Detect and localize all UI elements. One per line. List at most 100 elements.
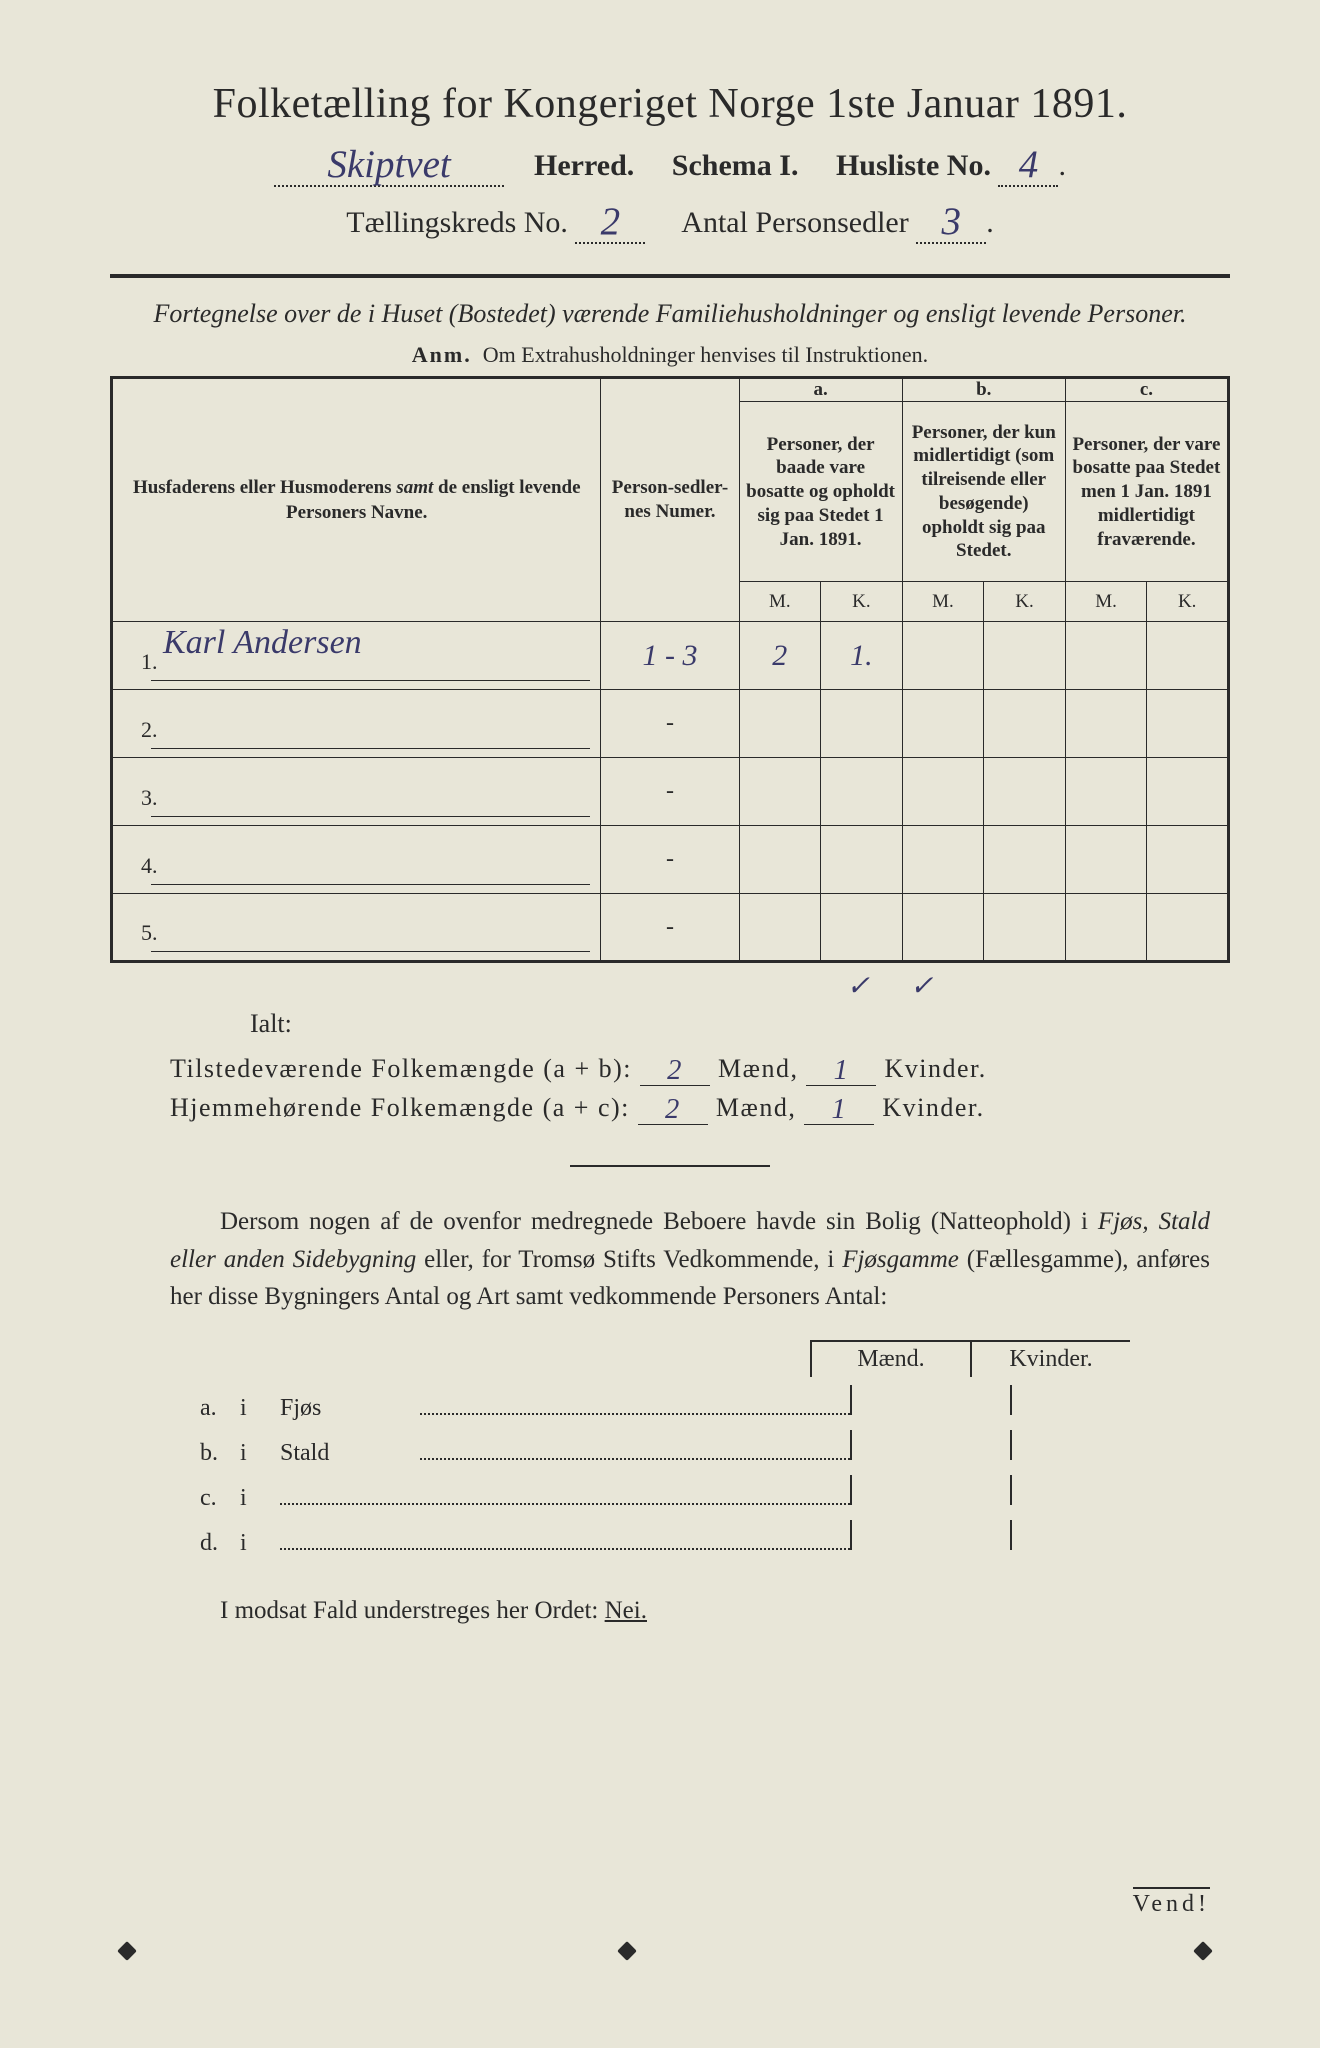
- sum2-k: 1: [831, 1094, 847, 1125]
- ialt-label: Ialt:: [250, 1009, 1230, 1039]
- anm-text: Om Extrahusholdninger henvises til Instr…: [483, 342, 928, 367]
- name-value: Karl Andersen: [163, 624, 362, 679]
- th-a-text: Personer, der baade vare bosatte og opho…: [739, 402, 902, 582]
- table-row: 5. -: [112, 894, 1229, 962]
- kreds-label: Tællingskreds No.: [346, 206, 568, 239]
- row-number: 4.: [127, 853, 158, 885]
- divider: [110, 274, 1230, 278]
- husliste-field: 4: [998, 140, 1058, 187]
- table-row: 2. -: [112, 690, 1229, 758]
- cell-b-m: [902, 622, 984, 690]
- header-line-2: Tællingskreds No. 2 Antal Personsedler 3…: [110, 197, 1230, 244]
- building-row: b. i Stald: [200, 1430, 1230, 1467]
- th-name-p1: Husfaderens eller Husmoderens: [133, 477, 396, 498]
- checkmarks: ✓✓: [110, 969, 1230, 993]
- personsedler-value: 3: [941, 200, 961, 243]
- personsedler-label: Antal Personsedler: [681, 206, 908, 239]
- cell-a-m: 2: [772, 639, 787, 672]
- b-col-m: [850, 1430, 1010, 1460]
- th-b-label: b.: [902, 378, 1065, 402]
- th-b-k: K.: [984, 582, 1066, 622]
- herred-value: Skiptvet: [327, 143, 450, 186]
- name-underline: [151, 884, 590, 885]
- sum1-k: 1: [834, 1055, 850, 1086]
- b-letter: c.: [200, 1485, 240, 1512]
- cell-c-m: [1065, 622, 1147, 690]
- b-i: i: [240, 1530, 280, 1557]
- cell-a-k: 1.: [850, 639, 873, 672]
- b-letter: a.: [200, 1395, 240, 1422]
- th-a-m: M.: [739, 582, 821, 622]
- b-i: i: [240, 1440, 280, 1467]
- b-dots: [420, 1441, 850, 1460]
- b-col-m: [850, 1520, 1010, 1550]
- th-c-text: Personer, der vare bosatte paa Stedet me…: [1065, 402, 1228, 582]
- table-row: 4. -: [112, 826, 1229, 894]
- cell-num: -: [666, 846, 674, 872]
- cell-num: -: [666, 778, 674, 804]
- maend-header: Mænd.: [810, 1340, 970, 1377]
- husliste-value: 4: [1019, 143, 1039, 186]
- name-underline: [151, 680, 590, 681]
- nei-line: I modsat Fald understreges her Ordet: Ne…: [220, 1597, 1230, 1625]
- sum2-m: 2: [665, 1094, 681, 1125]
- cell-b-k: [984, 622, 1066, 690]
- divider-thin: [570, 1165, 770, 1167]
- kreds-field: 2: [575, 197, 645, 244]
- b-i: i: [240, 1395, 280, 1422]
- sum1-m: 2: [667, 1055, 683, 1086]
- husliste-label: Husliste No.: [836, 149, 991, 182]
- anm-line: Anm. Om Extrahusholdninger henvises til …: [110, 342, 1230, 368]
- sum1-label: Tilstedeværende Folkemængde (a + b):: [170, 1054, 632, 1083]
- b-dots: [420, 1396, 850, 1415]
- sum2-mlabel: Mænd,: [716, 1093, 796, 1122]
- th-a-k: K.: [821, 582, 903, 622]
- cell-num: 1 - 3: [642, 639, 697, 672]
- th-c-label: c.: [1065, 378, 1228, 402]
- punch-mark: [117, 1941, 137, 1961]
- summary-line-1: Tilstedeværende Folkemængde (a + b): 2 M…: [170, 1053, 1230, 1086]
- header-line-1: Skiptvet Herred. Schema I. Husliste No. …: [110, 140, 1230, 187]
- table-row: 1. Karl Andersen 1 - 3 2 1.: [112, 622, 1229, 690]
- b-label: Stald: [280, 1440, 420, 1467]
- herred-field: Skiptvet: [274, 140, 504, 187]
- building-row: a. i Fjøs: [200, 1385, 1230, 1422]
- building-row: c. i: [200, 1475, 1230, 1512]
- b-dots: [280, 1486, 850, 1505]
- sum1-klabel: Kvinder.: [884, 1054, 986, 1083]
- para-i2: Fjøsgamme: [842, 1246, 959, 1273]
- description: Fortegnelse over de i Huset (Bostedet) v…: [110, 296, 1230, 332]
- para-p1: Dersom nogen af de ovenfor medregnede Be…: [220, 1208, 1098, 1235]
- nei-word: Nei.: [605, 1597, 647, 1624]
- b-col-k: [1010, 1475, 1170, 1505]
- name-underline: [151, 748, 590, 749]
- th-c-k: K.: [1147, 582, 1229, 622]
- b-col-m: [850, 1475, 1010, 1505]
- name-underline: [151, 951, 590, 952]
- sum1-mlabel: Mænd,: [718, 1054, 798, 1083]
- herred-label: Herred.: [534, 149, 634, 182]
- anm-label: Anm.: [412, 342, 472, 367]
- b-col-k: [1010, 1385, 1170, 1415]
- th-b-text: Personer, der kun midlertidigt (som tilr…: [902, 402, 1065, 582]
- name-underline: [151, 816, 590, 817]
- b-label: Fjøs: [280, 1395, 420, 1422]
- row-number: 1.: [127, 649, 158, 681]
- th-name: Husfaderens eller Husmoderens samt de en…: [112, 378, 601, 622]
- census-table: Husfaderens eller Husmoderens samt de en…: [110, 376, 1230, 963]
- b-letter: d.: [200, 1530, 240, 1557]
- punch-mark: [617, 1941, 637, 1961]
- row-number: 5.: [127, 920, 158, 952]
- th-name-samt: samt: [396, 477, 433, 498]
- mk-header: Mænd. Kvinder.: [810, 1340, 1230, 1377]
- b-dots: [280, 1531, 850, 1550]
- sum2-label: Hjemmehørende Folkemængde (a + c):: [170, 1093, 630, 1122]
- building-row: d. i: [200, 1520, 1230, 1557]
- punch-mark: [1193, 1941, 1213, 1961]
- kvinder-header: Kvinder.: [970, 1340, 1130, 1377]
- cell-num: -: [666, 710, 674, 736]
- b-i: i: [240, 1485, 280, 1512]
- personsedler-field: 3: [916, 197, 986, 244]
- table-row: 3. -: [112, 758, 1229, 826]
- schema-label: Schema I.: [672, 149, 799, 182]
